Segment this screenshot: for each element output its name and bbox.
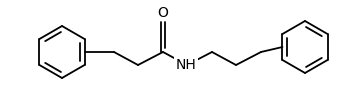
Text: O: O xyxy=(158,6,169,20)
Text: NH: NH xyxy=(176,58,196,72)
